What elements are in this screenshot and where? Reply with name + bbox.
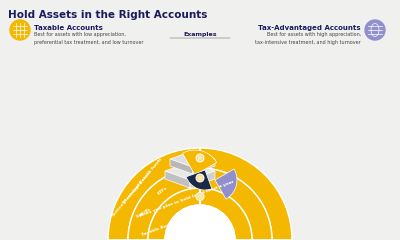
Wedge shape [148, 188, 252, 240]
Text: Stocks you plan to hold for at least a year: Stocks you plan to hold for at least a y… [136, 180, 235, 219]
Circle shape [10, 20, 30, 40]
Wedge shape [186, 170, 212, 190]
Wedge shape [182, 150, 217, 175]
Circle shape [165, 205, 235, 240]
Wedge shape [215, 169, 237, 199]
Circle shape [196, 154, 204, 162]
Polygon shape [190, 171, 215, 188]
Text: Municipal Bonds: Municipal Bonds [122, 170, 152, 204]
Wedge shape [108, 148, 292, 240]
Text: Hold Assets in the Right Accounts: Hold Assets in the Right Accounts [8, 10, 207, 20]
Polygon shape [170, 159, 192, 174]
Text: Tax-Advantaged Accounts: Tax-Advantaged Accounts [258, 25, 361, 31]
Text: Best for assets with low appreciation,: Best for assets with low appreciation, [34, 32, 126, 37]
Circle shape [196, 174, 204, 182]
Text: REITs: REITs [138, 206, 151, 217]
Polygon shape [192, 159, 215, 174]
Polygon shape [170, 151, 215, 167]
Text: preferential tax treatment, and low turnover: preferential tax treatment, and low turn… [34, 40, 144, 45]
Text: Taxable Accounts: Taxable Accounts [34, 25, 103, 31]
Circle shape [365, 20, 385, 40]
Polygon shape [165, 162, 215, 180]
Circle shape [196, 193, 204, 200]
Wedge shape [128, 168, 272, 240]
Circle shape [197, 175, 203, 181]
Circle shape [197, 155, 203, 161]
Text: Best for assets with high appreciation,: Best for assets with high appreciation, [267, 32, 361, 37]
Text: tax-intensive treatment, and high turnover: tax-intensive treatment, and high turnov… [255, 40, 361, 45]
Polygon shape [165, 171, 190, 188]
Text: ETFs: ETFs [157, 186, 168, 196]
Circle shape [197, 193, 203, 199]
Text: Actively-managed stock funds: Actively-managed stock funds [112, 157, 163, 217]
Text: Examples: Examples [183, 32, 217, 37]
Text: Taxable Bonds: Taxable Bonds [140, 221, 176, 237]
